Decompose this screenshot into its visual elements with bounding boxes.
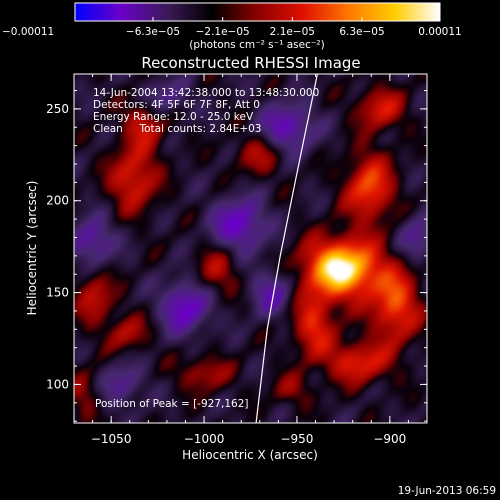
colorbar-tick-label: −2.1e−05 bbox=[196, 26, 250, 38]
annotation-time-range: 14-Jun-2004 13:42:38.000 to 13:48:30.000 bbox=[93, 87, 319, 99]
colorbar-ticks: −0.00011 −6.3e−05 −2.1e−05 2.1e−05 6.3e−05 0.… bbox=[2, 17, 462, 38]
y-tick-label: 200 bbox=[46, 194, 69, 208]
annotation-total-counts: Clean Total counts: 2.84E+03 bbox=[93, 123, 262, 135]
solar-limb-curve bbox=[255, 74, 318, 423]
heatmap-raster bbox=[74, 74, 427, 423]
plot-frame bbox=[73, 73, 428, 424]
annotation-energy-range: Energy Range: 12.0 - 25.0 keV bbox=[93, 111, 254, 123]
colorbar-tick-label: 2.1e−05 bbox=[270, 26, 315, 38]
x-tick-label: −950 bbox=[280, 432, 313, 446]
chart-title: Reconstructed RHESSI Image bbox=[141, 54, 360, 72]
colorbar-tick-label: −6.3e−05 bbox=[126, 26, 180, 38]
heatmap-image bbox=[74, 74, 427, 423]
y-axis-ticks: 100 150 200 250 bbox=[46, 90, 427, 422]
colorbar-unit-label: (photons cm⁻² s⁻¹ asec⁻²) bbox=[189, 39, 324, 51]
colorbar-tick-label: 0.00011 bbox=[418, 26, 461, 38]
x-tick-label: −1000 bbox=[184, 432, 225, 446]
y-axis-label: Heliocentric Y (arcsec) bbox=[25, 181, 39, 316]
colorbar bbox=[74, 2, 441, 22]
footer-date: 19-Jun-2013 06:59 bbox=[398, 485, 496, 497]
x-axis-label: Heliocentric X (arcsec) bbox=[182, 448, 318, 462]
x-axis-ticks: −1050 −1000 −950 −900 bbox=[73, 74, 428, 446]
y-tick-label: 150 bbox=[46, 286, 69, 300]
colorbar-tick-label: −0.00011 bbox=[2, 26, 54, 38]
y-tick-label: 250 bbox=[46, 102, 69, 116]
x-tick-label: −1050 bbox=[91, 432, 132, 446]
peak-position-label: Position of Peak = [-927,162] bbox=[95, 398, 249, 410]
x-tick-label: −900 bbox=[373, 432, 406, 446]
colorbar-tick-label: 6.3e−05 bbox=[339, 26, 384, 38]
y-tick-label: 100 bbox=[46, 377, 69, 391]
annotation-block: 14-Jun-2004 13:42:38.000 to 13:48:30.000… bbox=[93, 87, 319, 135]
annotation-detectors: Detectors: 4F 5F 6F 7F 8F, Att 0 bbox=[93, 99, 260, 111]
